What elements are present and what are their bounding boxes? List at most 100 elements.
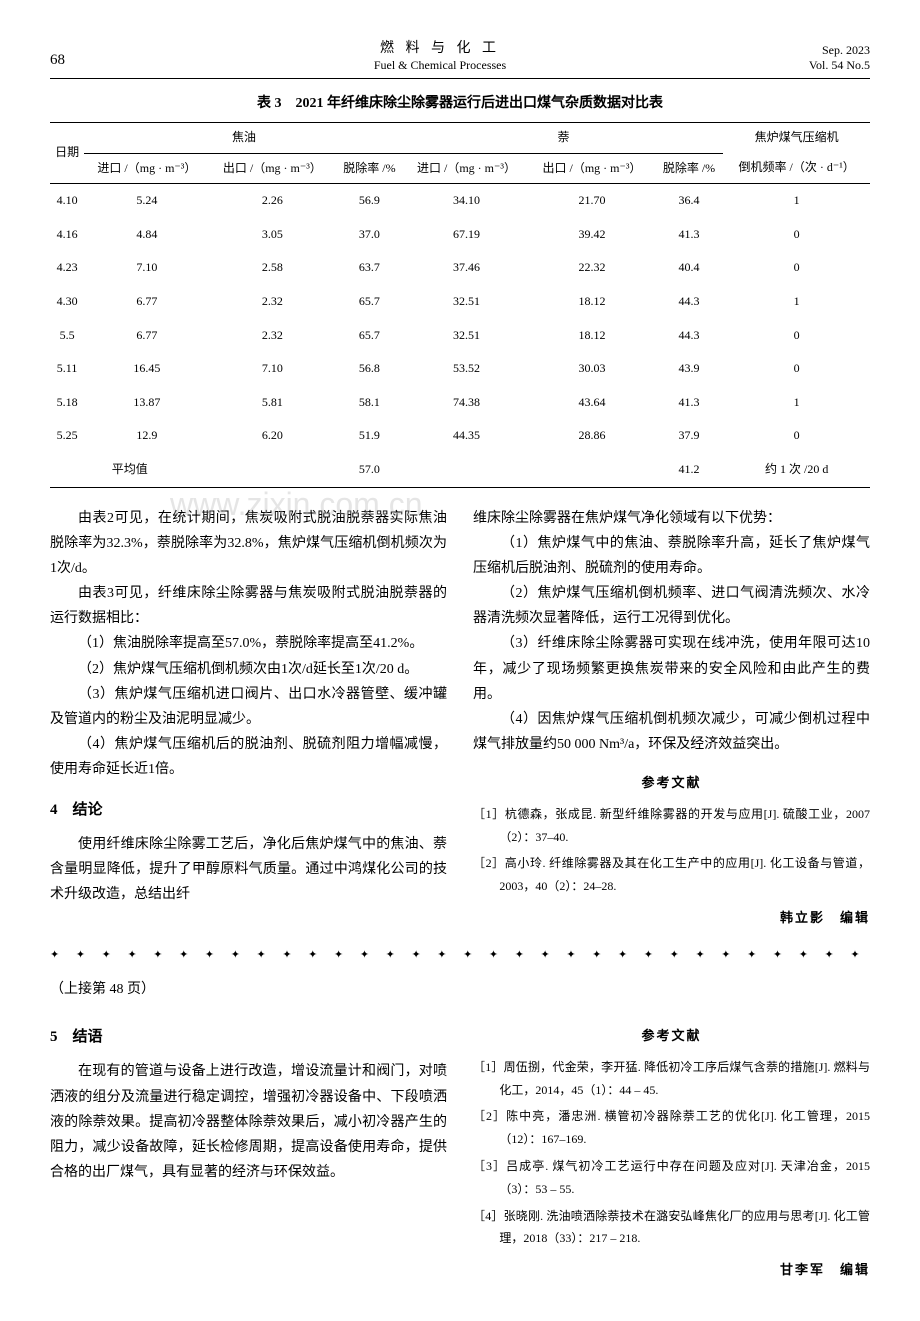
para: 在现有的管道与设备上进行改造，增设流量计和阀门，对喷洒液的组分及流量进行稳定调控… xyxy=(50,1059,447,1185)
table-cell: 65.7 xyxy=(335,285,404,319)
table-cell: 12.9 xyxy=(84,419,209,453)
table-cell: 16.45 xyxy=(84,352,209,386)
table-cell: 4.30 xyxy=(50,285,84,319)
table-row: 4.237.102.5863.737.4622.3240.40 xyxy=(50,251,870,285)
reference-item: ［1］周伍捌，代金荣，李开猛. 降低初冷工序后煤气含萘的措施[J]. 燃料与化工… xyxy=(473,1056,870,1102)
reference-item: ［1］杭德森，张成昆. 新型纤维除雾器的开发与应用[J]. 硫酸工业，2007（… xyxy=(473,803,870,849)
para: 由表3可见，纤维床除尘除雾器与焦炭吸附式脱油脱萘器的运行数据相比： xyxy=(50,581,447,631)
col-tar-rate: 脱除率 /% xyxy=(335,153,404,184)
editor-credit: 韩立影 编辑 xyxy=(473,906,870,929)
table-cell: 40.4 xyxy=(655,251,724,285)
table-cell: 5.81 xyxy=(210,386,335,420)
table-cell: 1 xyxy=(723,285,870,319)
table-cell: 43.9 xyxy=(655,352,724,386)
issue-info: Sep. 2023 Vol. 54 No.5 xyxy=(770,43,870,74)
body-columns-2: 5 结语 在现有的管道与设备上进行改造，增设流量计和阀门，对喷洒液的组分及流量进… xyxy=(50,1020,870,1281)
issue-date: Sep. 2023 xyxy=(770,43,870,59)
table-cell: 58.1 xyxy=(335,386,404,420)
page-header: 68 燃 料 与 化 工 Fuel & Chemical Processes S… xyxy=(50,40,870,79)
table-cell: 30.03 xyxy=(529,352,654,386)
table-row: 5.2512.96.2051.944.3528.8637.90 xyxy=(50,419,870,453)
references-heading: 参考文献 xyxy=(473,771,870,794)
reference-item: ［4］张晓刚. 洗油喷洒除萘技术在潞安弘峰焦化厂的应用与思考[J]. 化工管理，… xyxy=(473,1205,870,1251)
left-column-2: 5 结语 在现有的管道与设备上进行改造，增设流量计和阀门，对喷洒液的组分及流量进… xyxy=(50,1020,447,1281)
table-cell: 37.46 xyxy=(404,251,529,285)
table-cell: 32.51 xyxy=(404,285,529,319)
table-cell: 4.16 xyxy=(50,218,84,252)
table-cell: 43.64 xyxy=(529,386,654,420)
para: （4）焦炉煤气压缩机后的脱油剂、脱硫剂阻力增幅减慢，使用寿命延长近1倍。 xyxy=(50,732,447,782)
para: （3）焦炉煤气压缩机进口阀片、出口水冷器管壁、缓冲罐及管道内的粉尘及油泥明显减少… xyxy=(50,682,447,732)
issue-vol: Vol. 54 No.5 xyxy=(770,58,870,74)
table-cell: 5.25 xyxy=(50,419,84,453)
table-cell: 2.26 xyxy=(210,184,335,218)
para: 由表2可见，在统计期间，焦炭吸附式脱油脱萘器实际焦油脱除率为32.3%，萘脱除率… xyxy=(50,506,447,582)
table-cell: 53.52 xyxy=(404,352,529,386)
page-number: 68 xyxy=(50,47,110,74)
table-cell: 5.11 xyxy=(50,352,84,386)
table-avg-row: 平均值57.041.2约 1 次 /20 d xyxy=(50,453,870,487)
table-cell: 0 xyxy=(723,419,870,453)
table-cell: 0 xyxy=(723,319,870,353)
col-group-naph: 萘 xyxy=(404,122,724,153)
table-cell: 2.58 xyxy=(210,251,335,285)
table-cell: 32.51 xyxy=(404,319,529,353)
section-separator: ✦ ✦ ✦ ✦ ✦ ✦ ✦ ✦ ✦ ✦ ✦ ✦ ✦ ✦ ✦ ✦ ✦ ✦ ✦ ✦ … xyxy=(50,947,870,967)
table-cell: 13.87 xyxy=(84,386,209,420)
table-cell: 34.10 xyxy=(404,184,529,218)
table-row: 4.105.242.2656.934.1021.7036.41 xyxy=(50,184,870,218)
references-heading: 参考文献 xyxy=(473,1024,870,1047)
table-cell: 6.20 xyxy=(210,419,335,453)
table-cell: 5.24 xyxy=(84,184,209,218)
table-cell: 44.35 xyxy=(404,419,529,453)
table-cell: 3.05 xyxy=(210,218,335,252)
table-cell: 4.10 xyxy=(50,184,84,218)
table-cell: 41.3 xyxy=(655,218,724,252)
journal-title-en: Fuel & Chemical Processes xyxy=(110,58,770,74)
col-tar-out: 出口 /（mg · m⁻³） xyxy=(210,153,335,184)
table-cell: 21.70 xyxy=(529,184,654,218)
table-cell: 5.5 xyxy=(50,319,84,353)
table-cell: 1 xyxy=(723,184,870,218)
table-cell: 5.18 xyxy=(50,386,84,420)
table-cell: 51.9 xyxy=(335,419,404,453)
table-cell: 4.23 xyxy=(50,251,84,285)
para: （2）焦炉煤气压缩机倒机频次由1次/d延长至1次/20 d。 xyxy=(50,657,447,682)
para: 维床除尘除雾器在焦炉煤气净化领域有以下优势： xyxy=(473,506,870,531)
table-cell: 37.0 xyxy=(335,218,404,252)
table-cell: 41.3 xyxy=(655,386,724,420)
table-cell: 36.4 xyxy=(655,184,724,218)
table-cell: 39.42 xyxy=(529,218,654,252)
table-cell: 65.7 xyxy=(335,319,404,353)
table-cell: 0 xyxy=(723,218,870,252)
table-cell: 2.32 xyxy=(210,285,335,319)
col-group-comp: 焦炉煤气压缩机 xyxy=(723,122,870,153)
table-cell: 约 1 次 /20 d xyxy=(723,453,870,487)
table-title: 表 3 2021 年纤维床除尘除雾器运行后进出口煤气杂质数据对比表 xyxy=(50,91,870,116)
para: （3）纤维床除尘除雾器可实现在线冲洗，使用年限可达10年，减少了现场频繁更换焦炭… xyxy=(473,631,870,707)
para: （2）焦炉煤气压缩机倒机频率、进口气阀清洗频次、水冷器清洗频次显著降低，运行工况… xyxy=(473,581,870,631)
col-naph-in: 进口 /（mg · m⁻³） xyxy=(404,153,529,184)
table-cell xyxy=(210,453,335,487)
left-column: 由表2可见，在统计期间，焦炭吸附式脱油脱萘器实际焦油脱除率为32.3%，萘脱除率… xyxy=(50,506,447,930)
table-cell xyxy=(529,453,654,487)
col-group-tar: 焦油 xyxy=(84,122,404,153)
col-comp-freq: 倒机频率 /（次 · d⁻¹） xyxy=(723,153,870,184)
col-naph-out: 出口 /（mg · m⁻³） xyxy=(529,153,654,184)
table-row: 4.306.772.3265.732.5118.1244.31 xyxy=(50,285,870,319)
table-cell: 41.2 xyxy=(655,453,724,487)
table-cell: 56.8 xyxy=(335,352,404,386)
table-body: 4.105.242.2656.934.1021.7036.414.164.843… xyxy=(50,184,870,487)
journal-title-block: 燃 料 与 化 工 Fuel & Chemical Processes xyxy=(110,40,770,74)
table-cell: 6.77 xyxy=(84,285,209,319)
table-cell: 0 xyxy=(723,352,870,386)
col-tar-in: 进口 /（mg · m⁻³） xyxy=(84,153,209,184)
table-cell: 56.9 xyxy=(335,184,404,218)
table-cell: 44.3 xyxy=(655,319,724,353)
data-table: 日期 焦油 萘 焦炉煤气压缩机 进口 /（mg · m⁻³） 出口 /（mg ·… xyxy=(50,122,870,488)
table-cell: 18.12 xyxy=(529,285,654,319)
table-cell: 28.86 xyxy=(529,419,654,453)
journal-title-cn: 燃 料 与 化 工 xyxy=(110,40,770,58)
para: （4）因焦炉煤气压缩机倒机频次减少，可减少倒机过程中煤气排放量约50 000 N… xyxy=(473,707,870,757)
para: （1）焦油脱除率提高至57.0%，萘脱除率提高至41.2%。 xyxy=(50,631,447,656)
